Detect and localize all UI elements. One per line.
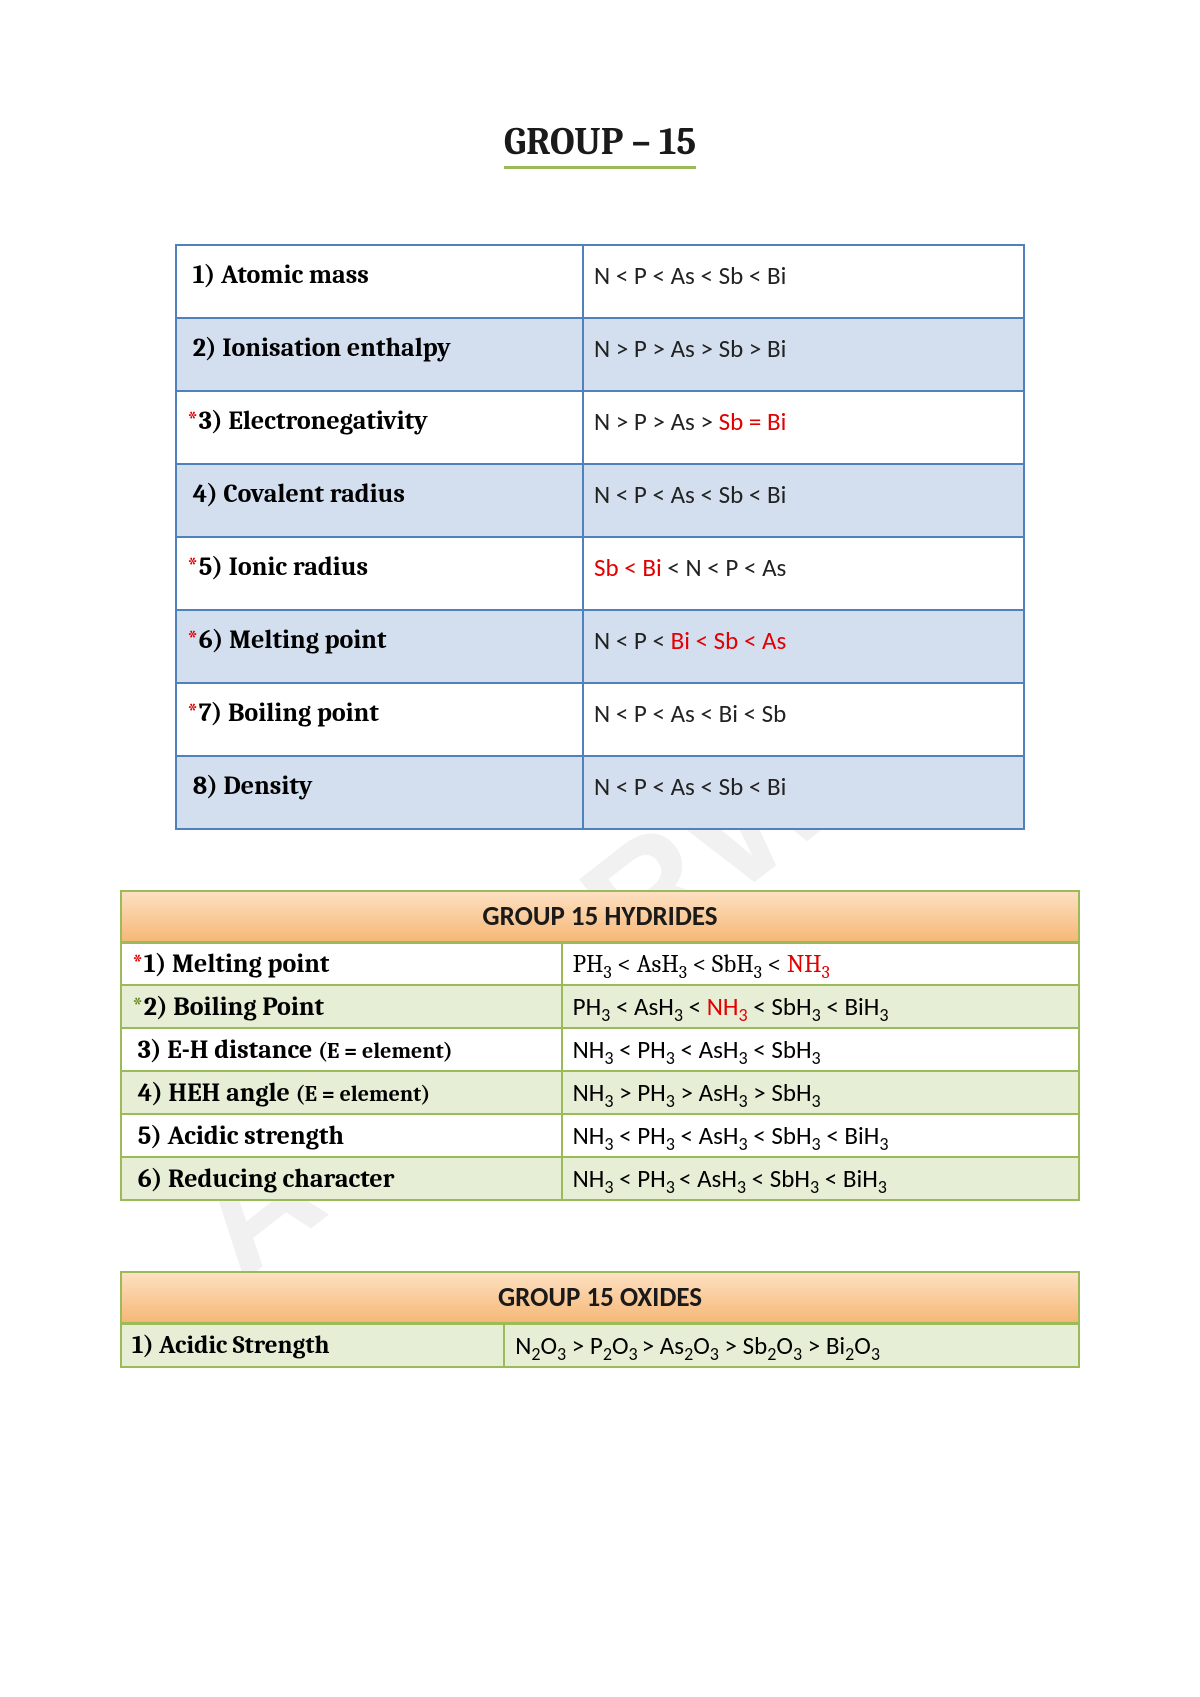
table-row-label: *7) Boiling point xyxy=(176,683,583,756)
oxides-row-label: 1) Acidic Strength xyxy=(121,1324,504,1368)
table-row-label: 4) Covalent radius xyxy=(176,464,583,537)
table-row-value: N < P < As < Bi < Sb xyxy=(583,683,1024,756)
table-properties: 1) Atomic massN < P < As < Sb < Bi 2) Io… xyxy=(175,244,1025,830)
hydrides-row-label: 6) Reducing character xyxy=(121,1157,562,1200)
hydrides-row-label: 3) E-H distance (E = element) xyxy=(121,1028,562,1071)
page-title: GROUP – 15 xyxy=(100,120,1100,164)
hydrides-row-value: NH3 < PH3 < AsH3 < SbH3 xyxy=(562,1028,1079,1071)
table-row-label: *3) Electronegativity xyxy=(176,391,583,464)
table-row-value: N < P < Bi < Sb < As xyxy=(583,610,1024,683)
table-row-label: 2) Ionisation enthalpy xyxy=(176,318,583,391)
table-row-value: Sb < Bi < N < P < As xyxy=(583,537,1024,610)
table-row-value: N > P > As > Sb = Bi xyxy=(583,391,1024,464)
table-row-label: *6) Melting point xyxy=(176,610,583,683)
oxides-header: GROUP 15 OXIDES xyxy=(121,1272,1079,1324)
table-row-value: N > P > As > Sb > Bi xyxy=(583,318,1024,391)
table-row-label: 8) Density xyxy=(176,756,583,829)
page-title-text: GROUP – 15 xyxy=(504,120,696,169)
table-oxides: GROUP 15 OXIDES 1) Acidic Strength N2O3 … xyxy=(120,1271,1080,1368)
table-row-label: *5) Ionic radius xyxy=(176,537,583,610)
table-row-value: N < P < As < Sb < Bi xyxy=(583,756,1024,829)
hydrides-row-label: 5) Acidic strength xyxy=(121,1114,562,1157)
hydrides-row-label: 4) HEH angle (E = element) xyxy=(121,1071,562,1114)
table-row-value: N < P < As < Sb < Bi xyxy=(583,245,1024,318)
hydrides-row-value: NH3 < PH3 < AsH3 < SbH3 < BiH3 xyxy=(562,1157,1079,1200)
hydrides-row-label: *1) Melting point xyxy=(121,943,562,986)
hydrides-row-value: PH3 < AsH3 < SbH3 < NH3 xyxy=(562,943,1079,986)
table-row-label: 1) Atomic mass xyxy=(176,245,583,318)
table-row-value: N < P < As < Sb < Bi xyxy=(583,464,1024,537)
hydrides-row-value: NH3 > PH3 > AsH3 > SbH3 xyxy=(562,1071,1079,1114)
oxides-row-value: N2O3 > P2O3 > As2O3 > Sb2O3 > Bi2O3 xyxy=(504,1324,1079,1368)
table-hydrides: GROUP 15 HYDRIDES *1) Melting pointPH3 <… xyxy=(120,890,1080,1201)
hydrides-header: GROUP 15 HYDRIDES xyxy=(121,891,1079,943)
hydrides-row-label: *2) Boiling Point xyxy=(121,985,562,1028)
hydrides-row-value: NH3 < PH3 < AsH3 < SbH3 < BiH3 xyxy=(562,1114,1079,1157)
hydrides-row-value: PH3 < AsH3 < NH3 < SbH3 < BiH3 xyxy=(562,985,1079,1028)
